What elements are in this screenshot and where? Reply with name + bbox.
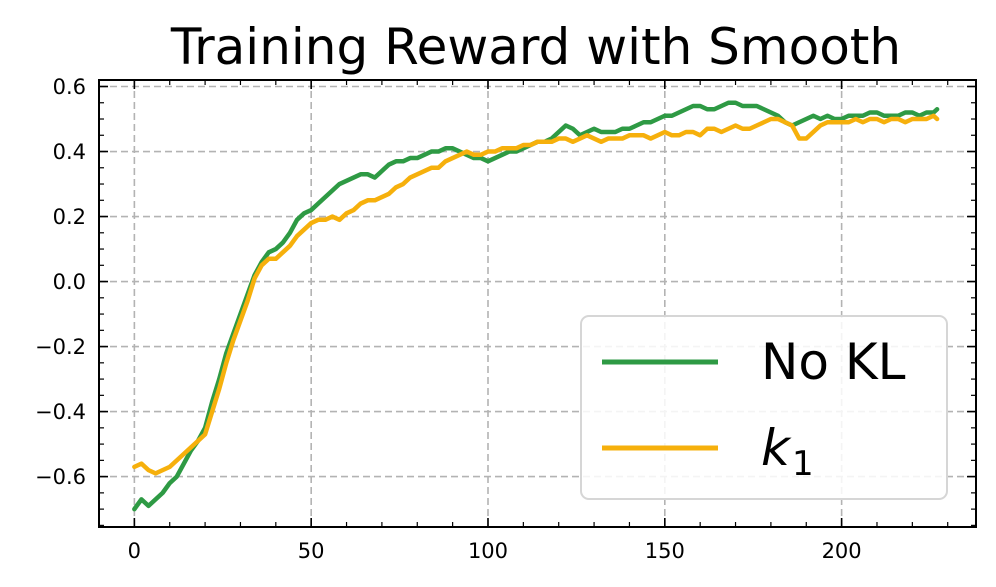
chart-title: Training Reward with Smooth bbox=[170, 18, 901, 76]
plot-frame bbox=[98, 79, 977, 528]
legend-label: No KL bbox=[761, 333, 906, 391]
y-tick-label: 0.2 bbox=[53, 205, 86, 229]
x-tick-label: 200 bbox=[822, 539, 862, 563]
axes-layer: 0 50 100 150 200 −0.6 −0.4 −0.2 0.0 0.2 0.4 0.6 bbox=[35, 75, 977, 563]
x-tick-label: 0 bbox=[128, 539, 141, 563]
series-layer bbox=[132, 100, 940, 512]
series-line-k1 bbox=[132, 113, 940, 476]
x-tick-label: 100 bbox=[468, 539, 508, 563]
y-tick-label: −0.6 bbox=[35, 465, 86, 489]
y-tick-label: −0.4 bbox=[35, 400, 86, 424]
y-tick-label: 0.4 bbox=[53, 140, 86, 164]
y-tick-label: −0.2 bbox=[35, 335, 86, 359]
x-tick-label: 150 bbox=[645, 539, 685, 563]
x-tick-label: 50 bbox=[298, 539, 325, 563]
y-tick-label: 0.0 bbox=[53, 270, 86, 294]
y-tick-label: 0.6 bbox=[53, 75, 86, 99]
